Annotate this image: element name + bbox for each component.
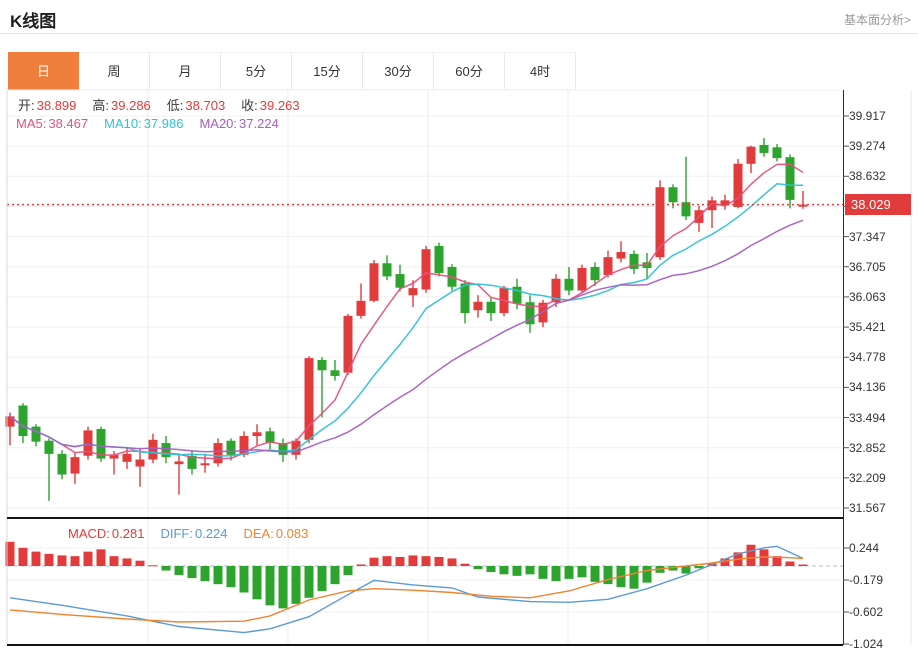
price-axis-label: 37.347 — [849, 230, 886, 244]
diff-line — [9, 545, 804, 634]
ma-lines-layer — [9, 163, 804, 460]
header-divider — [0, 33, 918, 34]
fundamental-analysis-link[interactable]: 基本面分析> — [843, 13, 911, 27]
period-tabbar: 日周月 5分 15分 30分 60分 4时 — [8, 52, 576, 90]
ohlc-legend: 开: 38.899 高: 39.286 低: 38.703 收: 39.263 — [18, 95, 316, 114]
price-axis-label: 34.778 — [849, 350, 886, 364]
price-axis-label: 34.136 — [849, 380, 886, 394]
macd-axis-label: -1.024 — [849, 637, 884, 648]
legend-item: DEA: 0.083 — [243, 526, 309, 541]
page-title: K线图 — [10, 12, 57, 31]
price-axis-label: 36.705 — [849, 260, 886, 274]
tab-周[interactable]: 周 — [79, 52, 150, 90]
legend-item: MACD: 0.281 — [68, 526, 145, 541]
price-axis-label: 36.063 — [849, 290, 886, 304]
grid-layer — [7, 89, 843, 645]
legend-item: 开: 38.899 — [18, 98, 77, 113]
ma-legend: MA5: 38.467 MA10: 37.986 MA20: 37.224 — [16, 116, 295, 131]
legend-item: 收: 39.263 — [241, 98, 300, 113]
tab-5分[interactable]: 5分 — [221, 52, 292, 90]
macd-axis-label: 0.244 — [849, 541, 880, 555]
candles-layer — [5, 137, 808, 501]
panel-borders — [6, 90, 912, 646]
legend-item: 低: 38.703 — [166, 98, 226, 113]
macd-legend: MACD: 0.281 DIFF: 0.224 DEA: 0.083 — [68, 526, 324, 541]
price-axis-label: 39.917 — [849, 109, 886, 123]
price-axis-label: 32.209 — [849, 471, 886, 485]
dea-line — [9, 556, 804, 623]
legend-item: DIFF: 0.224 — [160, 526, 228, 541]
current-price-label: 38.029 — [845, 194, 911, 215]
price-axis-label: 38.632 — [849, 169, 886, 183]
price-axis-label: 39.274 — [849, 139, 886, 153]
price-axis-label: 31.567 — [849, 501, 886, 515]
legend-item: 高: 39.286 — [92, 98, 151, 113]
legend-item: MA20: 37.224 — [199, 116, 279, 131]
tab-日[interactable]: 日 — [8, 52, 79, 90]
legend-item: MA5: 38.467 — [16, 116, 89, 131]
tab-60分[interactable]: 60分 — [434, 52, 505, 90]
macd-axis-label: -0.179 — [849, 573, 884, 587]
tab-30分[interactable]: 30分 — [363, 52, 434, 90]
price-axis-label: 35.421 — [849, 320, 886, 334]
price-axis-label: 32.852 — [849, 441, 886, 455]
macd-axis-label: -0.602 — [849, 605, 884, 619]
legend-item: MA10: 37.986 — [104, 116, 184, 131]
price-axis-label: 33.494 — [849, 411, 886, 425]
